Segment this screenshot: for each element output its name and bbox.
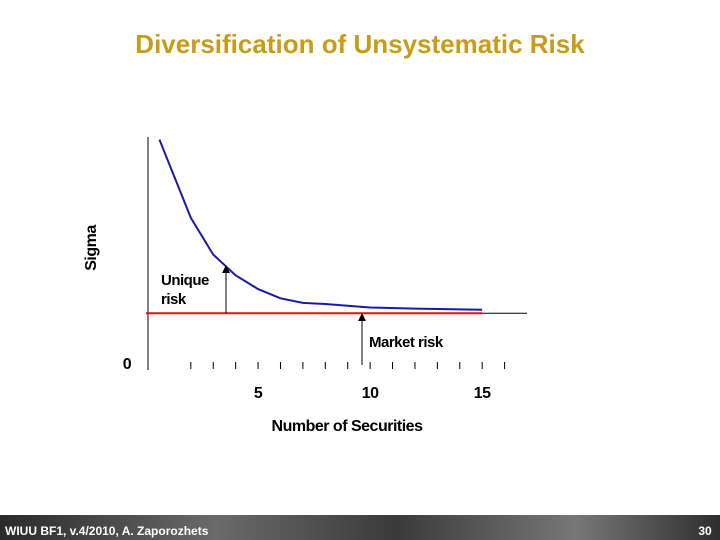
annotation: Unique risk [161, 272, 209, 308]
y-tick-label: 0 [123, 356, 132, 373]
x-tick-label: 5 [254, 385, 263, 402]
footer-band [0, 515, 720, 540]
x-tick-label: 10 [362, 385, 379, 402]
y-axis-label: Sigma [83, 225, 100, 271]
x-tick-label: 15 [474, 385, 491, 402]
slide-title: Diversification of Unsystematic Risk [135, 29, 585, 59]
annotation: Market risk [369, 334, 443, 351]
footer-text: WIUU BF1, v.4/2010, A. Zaporozhets [5, 524, 209, 538]
arrow-head [222, 265, 230, 273]
total-risk-curve [158, 139, 483, 311]
page-number: 30 [698, 524, 712, 538]
arrow-head [358, 313, 366, 321]
x-axis-label: Number of Securities [272, 418, 424, 435]
